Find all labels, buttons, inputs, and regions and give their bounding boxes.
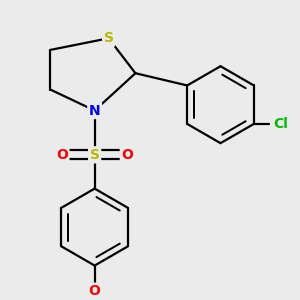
Text: O: O [121, 148, 133, 162]
Text: Cl: Cl [273, 117, 288, 131]
Text: S: S [90, 148, 100, 162]
Text: S: S [103, 31, 114, 45]
Text: N: N [89, 103, 100, 118]
Text: O: O [56, 148, 68, 162]
Text: O: O [89, 284, 100, 298]
